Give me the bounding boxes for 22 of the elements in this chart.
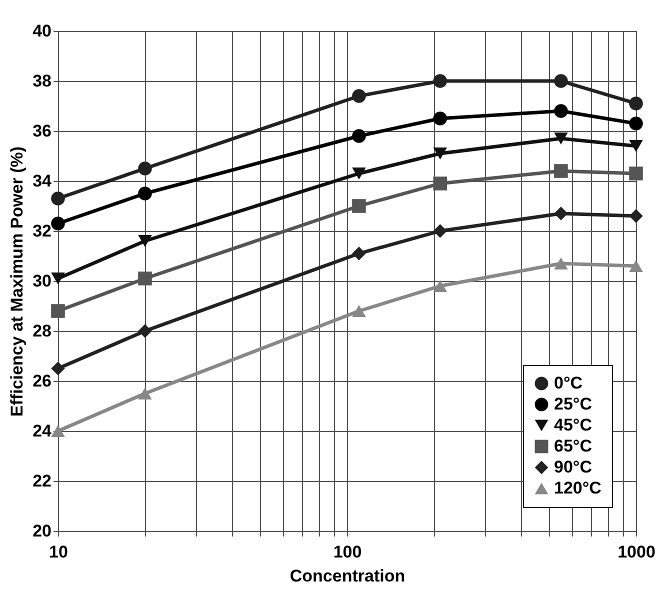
y-tick-label: 30 <box>32 272 52 290</box>
x-tick-label: 100 <box>333 542 362 562</box>
y-tick-label: 28 <box>32 322 52 340</box>
legend-label: 0°C <box>554 374 583 392</box>
legend-label: 65°C <box>554 436 592 456</box>
legend-label: 45°C <box>554 416 592 434</box>
y-axis-title: Efficiency at Maximum Power (%) <box>8 146 27 417</box>
x-tick-label: 10 <box>49 542 68 562</box>
x-axis-title: Concentration <box>290 566 406 586</box>
legend-label: 90°C <box>554 458 592 476</box>
y-tick-label: 24 <box>32 422 52 440</box>
y-tick-label: 20 <box>32 522 52 540</box>
legend-label: 120°C <box>554 478 602 498</box>
y-tick-label: 34 <box>32 172 52 190</box>
legend-label: 25°C <box>554 394 592 414</box>
y-tick-label: 26 <box>32 372 52 390</box>
y-tick-label: 36 <box>32 122 52 140</box>
y-tick-label: 22 <box>32 472 52 490</box>
y-tick-label: 32 <box>32 222 52 240</box>
x-tick-label: 1000 <box>618 542 656 562</box>
y-tick-label: 38 <box>32 72 52 90</box>
y-tick-label: 40 <box>32 22 52 40</box>
